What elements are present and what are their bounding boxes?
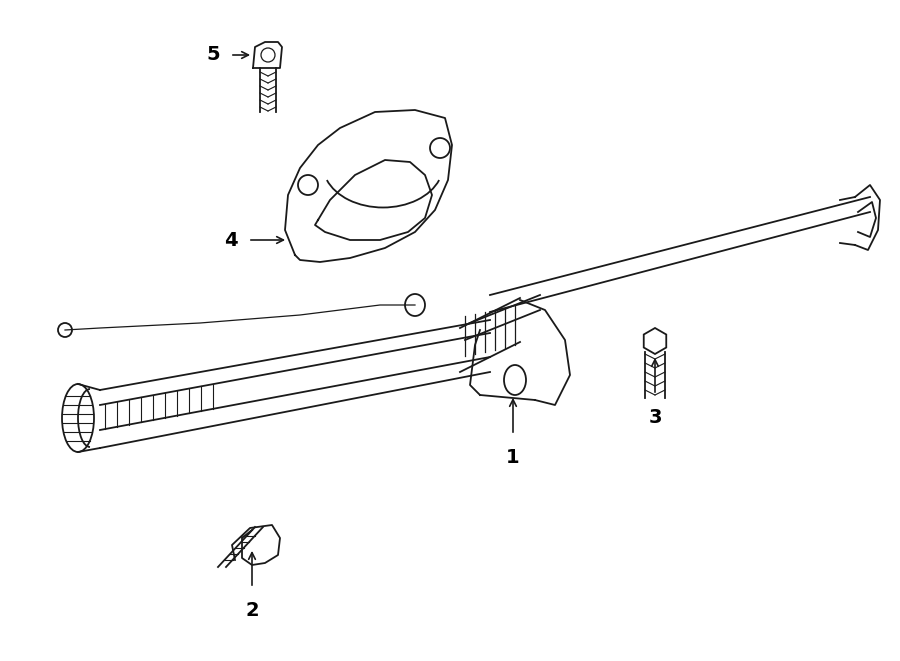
Text: 1: 1 <box>506 448 520 467</box>
Text: 2: 2 <box>245 601 259 620</box>
Text: 3: 3 <box>648 408 662 427</box>
Text: 4: 4 <box>224 231 238 249</box>
Text: 5: 5 <box>206 46 220 65</box>
